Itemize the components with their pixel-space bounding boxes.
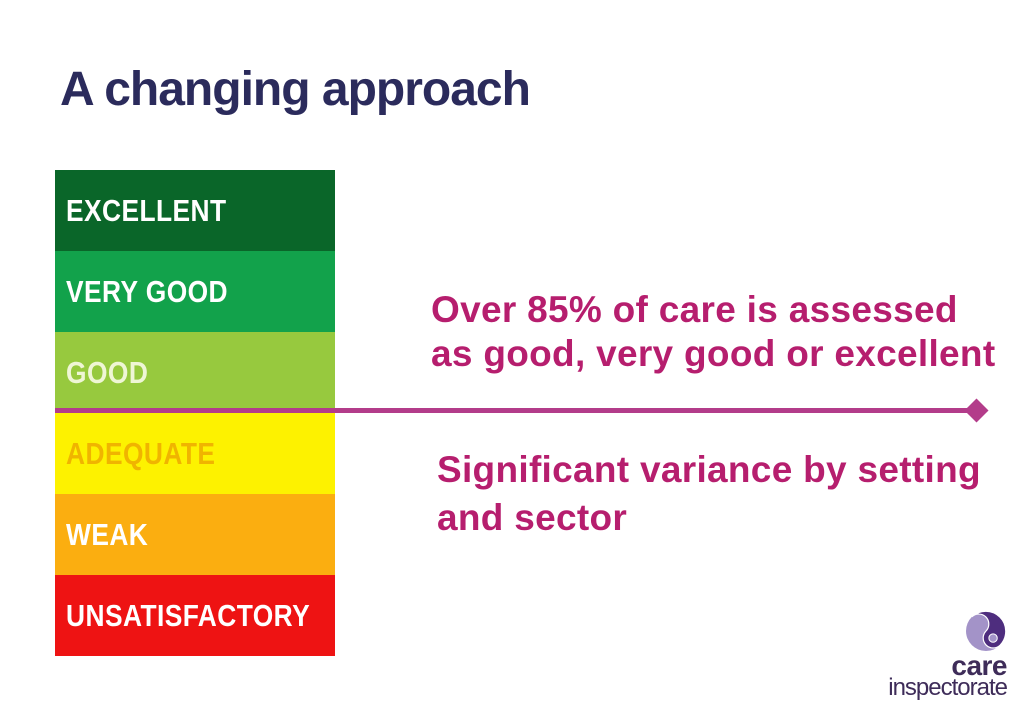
scale-band-label: WEAK — [66, 516, 149, 552]
scale-band-excellent: EXCELLENT — [55, 170, 335, 251]
scale-band-label: EXCELLENT — [66, 192, 227, 228]
logo-swirl-icon — [966, 610, 1007, 651]
variance-statement-line2: and sector — [437, 497, 628, 538]
scale-band-very-good: VERY GOOD — [55, 251, 335, 332]
variance-statement-line1: Significant variance by setting — [437, 449, 981, 490]
variance-statement: Significant variance by setting and sect… — [437, 446, 981, 542]
logo-text-care: care — [951, 650, 1007, 681]
scale-band-adequate: ADEQUATE — [55, 413, 335, 494]
scale-band-weak: WEAK — [55, 494, 335, 575]
scale-band-label: GOOD — [66, 354, 149, 390]
threshold-arrow-diamond-icon — [964, 398, 989, 423]
assessment-statement-line1: Over 85% of care is assessed — [431, 289, 958, 330]
scale-band-unsatisfactory: UNSATISFACTORY — [55, 575, 335, 656]
care-inspectorate-logo: care inspectorate — [888, 609, 1008, 701]
assessment-statement: Over 85% of care is assessed as good, ve… — [431, 288, 995, 376]
scale-band-label: VERY GOOD — [66, 273, 229, 309]
assessment-statement-line2: as good, very good or excellent — [431, 333, 996, 374]
quality-scale: EXCELLENT VERY GOOD GOOD ADEQUATE WEAK U… — [55, 170, 335, 656]
scale-band-label: UNSATISFACTORY — [66, 597, 311, 633]
page-title: A changing approach — [60, 63, 531, 116]
scale-band-good: GOOD — [55, 332, 335, 413]
logo-text-inspectorate: inspectorate — [888, 674, 1008, 701]
threshold-arrow-line — [55, 408, 977, 413]
scale-band-label: ADEQUATE — [66, 435, 216, 471]
